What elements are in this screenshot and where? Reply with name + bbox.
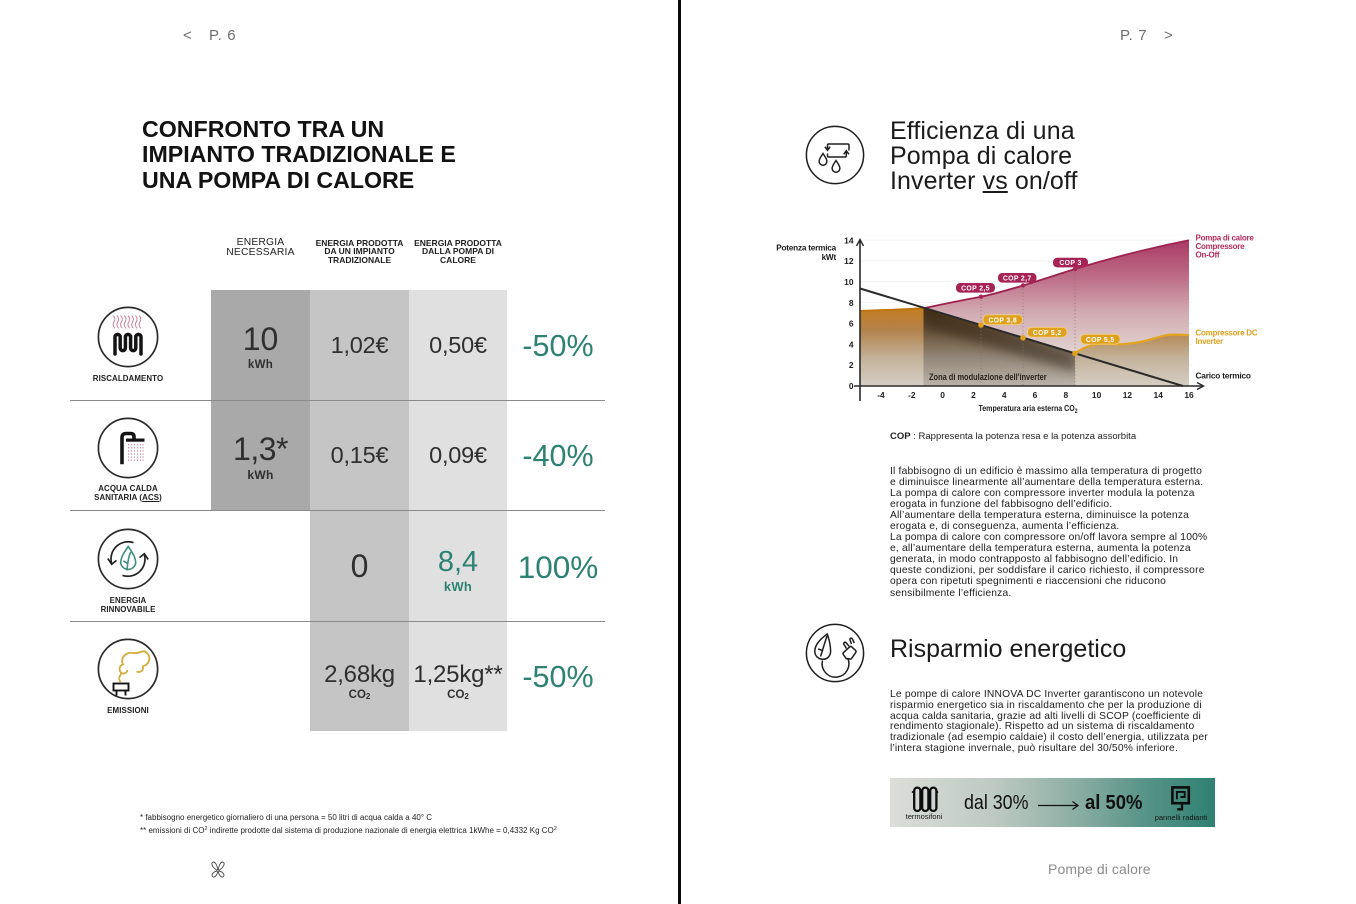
svg-text:COP 2,5: COP 2,5 — [961, 285, 990, 292]
svg-text:14: 14 — [1154, 390, 1164, 400]
svg-text:Compressore: Compressore — [1196, 242, 1246, 251]
svg-text:0: 0 — [940, 390, 945, 400]
svg-text:COP 5,5: COP 5,5 — [1086, 337, 1115, 344]
svg-text:-4: -4 — [877, 390, 885, 400]
svg-text:4: 4 — [849, 339, 854, 349]
svg-text:8: 8 — [1063, 390, 1068, 400]
svg-text:4: 4 — [1002, 390, 1007, 400]
svg-text:6: 6 — [1033, 390, 1038, 400]
svg-text:COP 3: COP 3 — [1059, 260, 1081, 267]
svg-text:12: 12 — [844, 256, 854, 266]
svg-text:COP 3,8: COP 3,8 — [988, 317, 1017, 324]
svg-text:16: 16 — [1184, 390, 1194, 400]
svg-text:Pompa di calore: Pompa di calore — [1196, 234, 1255, 243]
svg-text:Inverter: Inverter — [1196, 337, 1223, 346]
svg-text:COP 5,2: COP 5,2 — [1033, 330, 1062, 337]
svg-text:12: 12 — [1123, 390, 1133, 400]
svg-text:6: 6 — [849, 319, 854, 329]
svg-text:Carico termico: Carico termico — [1196, 371, 1251, 381]
svg-text:On-Off: On-Off — [1196, 251, 1220, 260]
svg-text:kWt: kWt — [822, 253, 837, 262]
svg-text:-2: -2 — [908, 390, 916, 400]
svg-text:14: 14 — [844, 235, 854, 245]
svg-text:8: 8 — [849, 298, 854, 308]
svg-text:COP 2,7: COP 2,7 — [1003, 275, 1032, 282]
svg-text:0: 0 — [849, 381, 854, 391]
svg-text:Potenza termica: Potenza termica — [776, 243, 836, 252]
svg-text:Compressore DC: Compressore DC — [1196, 329, 1258, 338]
svg-text:2: 2 — [971, 390, 976, 400]
svg-text:Zona di modulazione dell'inver: Zona di modulazione dell'inverter — [929, 371, 1047, 382]
svg-text:10: 10 — [844, 277, 854, 287]
svg-text:Temperatura aria esterna CO2: Temperatura aria esterna CO2 — [978, 403, 1077, 415]
svg-text:2: 2 — [849, 360, 854, 370]
svg-text:10: 10 — [1092, 390, 1102, 400]
